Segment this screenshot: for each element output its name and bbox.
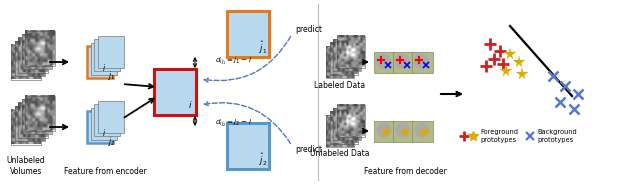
- Text: $i$: $i$: [188, 99, 192, 110]
- Circle shape: [415, 123, 429, 137]
- Text: Feature from decoder: Feature from decoder: [364, 167, 446, 176]
- Circle shape: [378, 123, 390, 137]
- Circle shape: [414, 54, 428, 68]
- Text: $j_2$: $j_2$: [108, 135, 116, 148]
- Bar: [392, 121, 413, 141]
- Text: Background
prototypes: Background prototypes: [537, 129, 577, 143]
- Text: Labeled Data: Labeled Data: [314, 81, 365, 90]
- Bar: [18, 38, 48, 72]
- Bar: [412, 52, 433, 72]
- Bar: [15, 106, 45, 141]
- Text: $\hat{j}_1$: $\hat{j}_1$: [259, 39, 268, 56]
- Text: predict: predict: [295, 24, 322, 33]
- Text: $i$: $i$: [102, 62, 106, 73]
- Bar: [25, 31, 55, 66]
- Bar: [333, 39, 361, 71]
- Text: $j_1$: $j_1$: [108, 69, 116, 82]
- Text: Unlabeled
Volumes: Unlabeled Volumes: [6, 156, 45, 176]
- Bar: [337, 36, 365, 68]
- Bar: [90, 43, 116, 75]
- Text: Unlabeled Data: Unlabeled Data: [310, 149, 370, 158]
- Circle shape: [376, 54, 390, 68]
- Bar: [227, 11, 269, 57]
- Bar: [330, 43, 358, 75]
- Bar: [11, 45, 41, 79]
- Circle shape: [396, 54, 409, 68]
- Bar: [337, 105, 365, 137]
- Bar: [326, 46, 354, 78]
- Bar: [94, 104, 120, 136]
- Text: Feature from encoder: Feature from encoder: [63, 167, 147, 176]
- Bar: [97, 36, 124, 68]
- Bar: [87, 111, 113, 143]
- Text: $\hat{j}_2$: $\hat{j}_2$: [259, 151, 268, 168]
- Bar: [90, 107, 116, 139]
- Bar: [374, 52, 394, 72]
- Circle shape: [396, 123, 410, 137]
- Text: $d_{ij_1} = j_1 - i$: $d_{ij_1} = j_1 - i$: [215, 55, 252, 67]
- Bar: [333, 108, 361, 140]
- Bar: [22, 99, 51, 134]
- Bar: [392, 52, 413, 72]
- Bar: [15, 41, 45, 76]
- Text: Foreground
prototypes: Foreground prototypes: [480, 129, 518, 143]
- Bar: [412, 121, 433, 141]
- Bar: [374, 121, 394, 141]
- Bar: [87, 46, 113, 78]
- Text: $d_{ij_2} = j_2 - i$: $d_{ij_2} = j_2 - i$: [215, 117, 252, 129]
- Bar: [18, 102, 48, 137]
- Text: $i$: $i$: [102, 127, 106, 138]
- Bar: [326, 115, 354, 147]
- Bar: [227, 123, 269, 169]
- Bar: [154, 69, 196, 115]
- Bar: [97, 100, 124, 132]
- Bar: [94, 39, 120, 71]
- Bar: [11, 109, 41, 144]
- Text: predict: predict: [295, 146, 322, 155]
- Bar: [330, 112, 358, 144]
- Bar: [22, 34, 51, 69]
- Bar: [25, 95, 55, 130]
